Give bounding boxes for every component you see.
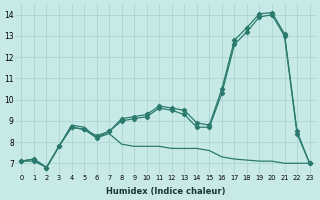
X-axis label: Humidex (Indice chaleur): Humidex (Indice chaleur) [106, 187, 225, 196]
